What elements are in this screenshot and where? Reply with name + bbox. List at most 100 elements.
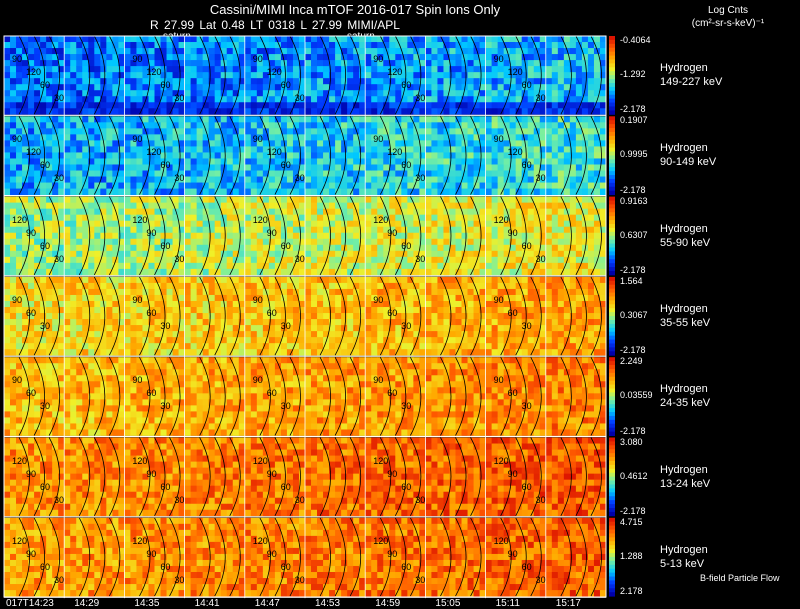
heatmap-cell [238,146,246,153]
heatmap-cell [16,294,23,302]
heatmap-cell [551,202,559,210]
heatmap-cell [124,319,131,326]
heatmap-cell [377,331,384,338]
heatmap-cell [533,60,541,67]
heatmap-cell [407,134,414,141]
heatmap-cell [94,337,101,344]
heatmap-cell [232,226,240,234]
heatmap-cell [335,134,342,141]
heatmap-cell [365,343,372,350]
heatmap-cell [353,307,360,314]
heatmap-cell [347,176,354,183]
heatmap-cell [106,250,113,258]
heatmap-cell [389,343,396,350]
heatmap-cell [256,60,264,67]
heatmap-cell [305,176,312,183]
heatmap-cell [419,48,426,55]
heatmap-cell [112,158,119,165]
heatmap-cell [335,66,342,73]
heatmap-cell [353,282,360,290]
heatmap-cell [491,146,499,153]
heatmap-cell [449,158,456,165]
heatmap-cell [545,202,553,210]
heatmap-cell [509,208,517,216]
heatmap-cell [16,282,23,290]
heatmap-cell [587,220,595,228]
heatmap-cell [166,164,173,171]
heatmap-cell [575,262,583,270]
heatmap-cell [599,116,607,123]
heatmap-cell [419,102,426,109]
heatmap-cell [82,244,89,252]
heatmap-cell [587,66,595,73]
heatmap-cell [353,60,360,67]
heatmap-cell [244,96,252,103]
heatmap-cell [323,122,330,129]
heatmap-cell [509,116,517,123]
heatmap-cell [329,294,336,302]
heatmap-cell [88,182,95,189]
heatmap-cell [407,313,414,320]
heatmap-cell [106,152,113,159]
heatmap-cell [323,188,330,195]
heatmap-cell [166,96,173,103]
heatmap-cell [94,60,101,67]
heatmap-cell [419,164,426,171]
heatmap-cell [545,164,553,171]
heatmap-cell [94,72,101,79]
heatmap-cell [286,256,294,264]
heatmap-cell [70,294,77,302]
heatmap-cell [298,134,306,141]
heatmap-cell [4,250,11,258]
heatmap-cell [172,294,179,302]
heatmap-cell [76,152,83,159]
heatmap-cell [485,268,493,276]
heatmap-cell [425,188,432,195]
heatmap-cell [365,42,372,49]
heatmap-cell [563,108,571,115]
heatmap-cell [431,158,438,165]
heatmap-cell [503,134,511,141]
heatmap-cell [515,220,523,228]
heatmap-cell [202,42,210,49]
heatmap-cell [178,170,185,177]
heatmap-cell [106,128,113,135]
heatmap-cell [371,152,378,159]
heatmap-cell [311,72,318,79]
heatmap-cell [130,208,137,216]
heatmap-cell [407,232,414,240]
heatmap-cell [64,250,71,258]
heatmap-cell [16,176,23,183]
heatmap-cell [256,196,264,204]
heatmap-cell [347,170,354,177]
heatmap-cell [160,134,167,141]
heatmap-cell [52,78,59,85]
heatmap-cell [160,268,167,276]
heatmap-cell [425,36,432,43]
heatmap-cell [581,42,589,49]
heatmap-cell [359,331,366,338]
heatmap-cell [353,158,360,165]
heatmap-cell [112,313,119,320]
heatmap-cell [599,54,607,61]
heatmap-cell [317,170,324,177]
heatmap-cell [533,238,541,246]
heatmap-cell [575,244,583,252]
heatmap-cell [286,176,294,183]
heatmap-cell [166,152,173,159]
heatmap-cell [46,128,53,135]
heatmap-cell [527,140,535,147]
heatmap-cell [130,214,137,222]
heatmap-cell [317,176,324,183]
contour-line [93,196,106,276]
heatmap-cell [280,116,288,123]
heatmap-cell [292,325,300,332]
heatmap-cell [64,276,71,284]
heatmap-cell [461,36,468,43]
heatmap-cell [407,220,414,228]
heatmap-cell [76,128,83,135]
heatmap-cell [154,349,161,356]
heatmap-cell [28,36,35,43]
heatmap-cell [178,307,185,314]
heatmap-cell [124,337,131,344]
